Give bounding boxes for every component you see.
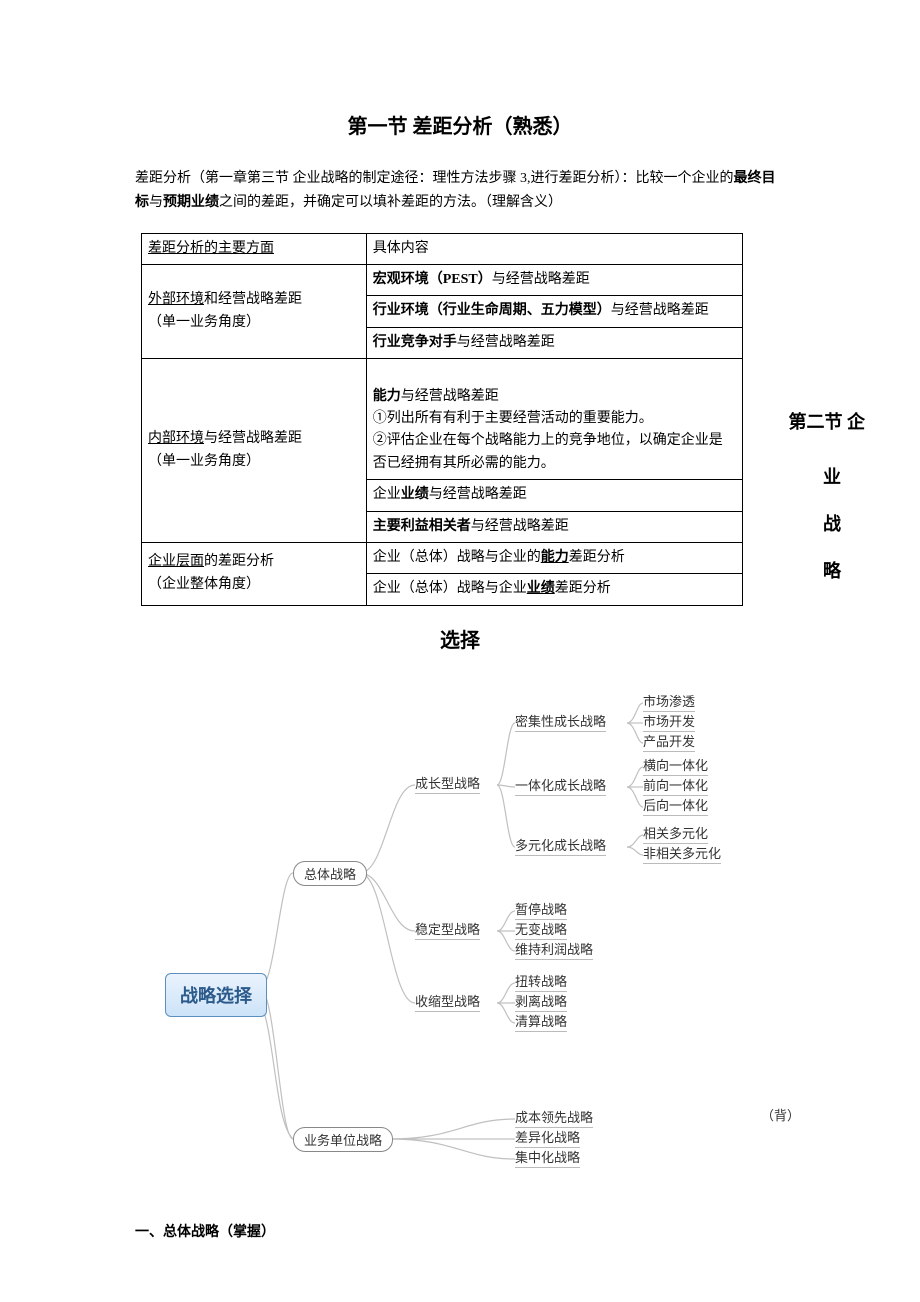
mm-level1-n1: 总体战略 (293, 861, 367, 886)
cell-r-0-1: 行业环境（行业生命周期、五力模型）与经营战略差距 (366, 296, 742, 327)
mm-level3-l31: 密集性成长战略 (515, 711, 606, 732)
cell-r-1-1: 企业业绩与经营战略差距 (366, 480, 742, 511)
mindmap-root: 战略选择 (165, 973, 267, 1017)
cell-r-0-0-b: 宏观环境（PEST） (373, 272, 492, 287)
intro-bold2: 预期业绩 (163, 195, 219, 210)
cell-r-0-2-b: 行业竞争对手 (373, 335, 457, 350)
cell-r-2-1-b: 业绩 (527, 581, 555, 596)
cell-left-2: 内部环境与经营战略差距 （单一业务角度） (142, 359, 367, 543)
cell-r-2-0-b: 能力 (541, 550, 569, 565)
intro-suffix: 之间的差距，并确定可以填补差距的方法。（理解含义） (219, 195, 562, 210)
cell-r-2-1-rest: 差距分析 (555, 581, 611, 596)
cell-left-1: 外部环境和经营战略差距 （单一业务角度） (142, 264, 367, 358)
mm-leaf-lf8: 非相关多元化 (643, 843, 721, 864)
mm-level3-l35: 无变战略 (515, 919, 567, 940)
mm-level1-n2: 业务单位战略 (293, 1127, 393, 1152)
mm-level2-g2: 稳定型战略 (415, 919, 480, 940)
cell-r-1-2-rest: 与经营战略差距 (471, 519, 569, 534)
cell-r-1-2: 主要利益相关者与经营战略差距 (366, 511, 742, 542)
cell-r-2-0-pre: 企业（总体）战略与企业的 (373, 550, 541, 565)
cell-r-0-0-rest: 与经营战略差距 (492, 272, 590, 287)
table-row: 外部环境和经营战略差距 （单一业务角度） 宏观环境（PEST）与经营战略差距 (142, 264, 743, 295)
mm-level3-l33: 多元化成长战略 (515, 835, 606, 856)
cell-r-1-0-rest: 与经营战略差距 ①列出所有有利于主要经营活动的重要能力。 ②评估企业在每个战略能… (373, 389, 723, 471)
mm-leaf-lf4: 横向一体化 (643, 755, 708, 776)
mm-level2-g1: 成长型战略 (415, 773, 480, 794)
mm-level3-b3: 集中化战略 (515, 1147, 580, 1168)
mm-leaf-lf6: 后向一体化 (643, 795, 708, 816)
cell-r-1-1-rest: 与经营战略差距 (429, 487, 527, 502)
mm-leaf-lf2: 市场开发 (643, 711, 695, 732)
cell-left-2-u: 内部环境 (148, 431, 204, 446)
cell-r-1-0: 能力与经营战略差距 ①列出所有有利于主要经营活动的重要能力。 ②评估企业在每个战… (366, 359, 742, 480)
mm-level3-b1: 成本领先战略 (515, 1107, 593, 1128)
mm-leaf-lf1: 市场渗透 (643, 691, 695, 712)
mm-level3-l38: 剥离战略 (515, 991, 567, 1012)
section1-intro: 差距分析（第一章第三节 企业战略的制定途径：理性方法步骤 3,进行差距分析）：比… (135, 167, 785, 215)
mindmap-note: （背） (761, 1105, 800, 1124)
cell-left-1-u: 外部环境 (148, 292, 204, 307)
mm-level3-l32: 一体化成长战略 (515, 775, 606, 796)
cell-r-0-2-rest: 与经营战略差距 (457, 335, 555, 350)
mm-level3-l34: 暂停战略 (515, 899, 567, 920)
cell-r-1-2-b: 主要利益相关者 (373, 519, 471, 534)
gap-table: 差距分析的主要方面 具体内容 外部环境和经营战略差距 （单一业务角度） 宏观环境… (141, 233, 743, 606)
section2-label-vert: 业战略 (822, 408, 842, 594)
mm-level3-l37: 扭转战略 (515, 971, 567, 992)
mm-leaf-lf3: 产品开发 (643, 731, 695, 752)
section1-title: 第一节 差距分析（熟悉） (135, 110, 785, 139)
cell-left-3-u: 企业层面 (148, 554, 204, 569)
mm-level3-b2: 差异化战略 (515, 1127, 580, 1148)
intro-prefix: 差距分析（第一章第三节 企业战略的制定途径：理性方法步骤 3,进行差距分析）：比… (135, 171, 734, 186)
table-header-right: 具体内容 (366, 233, 742, 264)
mm-level3-l39: 清算战略 (515, 1011, 567, 1032)
cell-r-0-0: 宏观环境（PEST）与经营战略差距 (366, 264, 742, 295)
mm-level3-l36: 维持利润战略 (515, 939, 593, 960)
cell-r-1-1-b: 业绩 (401, 487, 429, 502)
table-row: 企业层面的差距分析 （企业整体角度） 企业（总体）战略与企业的能力差距分析 (142, 542, 743, 573)
cell-r-1-1-pre: 企业 (373, 487, 401, 502)
cell-left-3: 企业层面的差距分析 （企业整体角度） (142, 542, 367, 605)
cell-r-0-1-rest: 与经营战略差距 (611, 303, 709, 318)
mm-leaf-lf5: 前向一体化 (643, 775, 708, 796)
mindmap: 战略选择 总体战略业务单位战略 成长型战略稳定型战略收缩型战略 密集性成长战略一体化… (165, 673, 717, 1173)
cell-r-2-0: 企业（总体）战略与企业的能力差距分析 (366, 542, 742, 573)
table-row: 差距分析的主要方面 具体内容 (142, 233, 743, 264)
cell-r-2-1: 企业（总体）战略与企业业绩差距分析 (366, 574, 742, 605)
table-header-left: 差距分析的主要方面 (142, 233, 367, 264)
heading-3: 一、总体战略（掌握） (135, 1221, 785, 1241)
section2-label-col: 业战略 (823, 467, 841, 581)
table-row: 内部环境与经营战略差距 （单一业务角度） 能力与经营战略差距 ①列出所有有利于主… (142, 359, 743, 480)
intro-mid1: 与 (149, 195, 163, 210)
mm-level2-g3: 收缩型战略 (415, 991, 480, 1012)
section2-title-center: 选择 (135, 624, 785, 653)
cell-r-0-1-b: 行业环境（行业生命周期、五力模型） (373, 303, 611, 318)
cell-r-1-0-b: 能力 (373, 389, 401, 404)
cell-r-0-2: 行业竞争对手与经营战略差距 (366, 327, 742, 358)
cell-r-2-0-rest: 差距分析 (569, 550, 625, 565)
mm-leaf-lf7: 相关多元化 (643, 823, 708, 844)
cell-r-2-1-pre: 企业（总体）战略与企业 (373, 581, 527, 596)
